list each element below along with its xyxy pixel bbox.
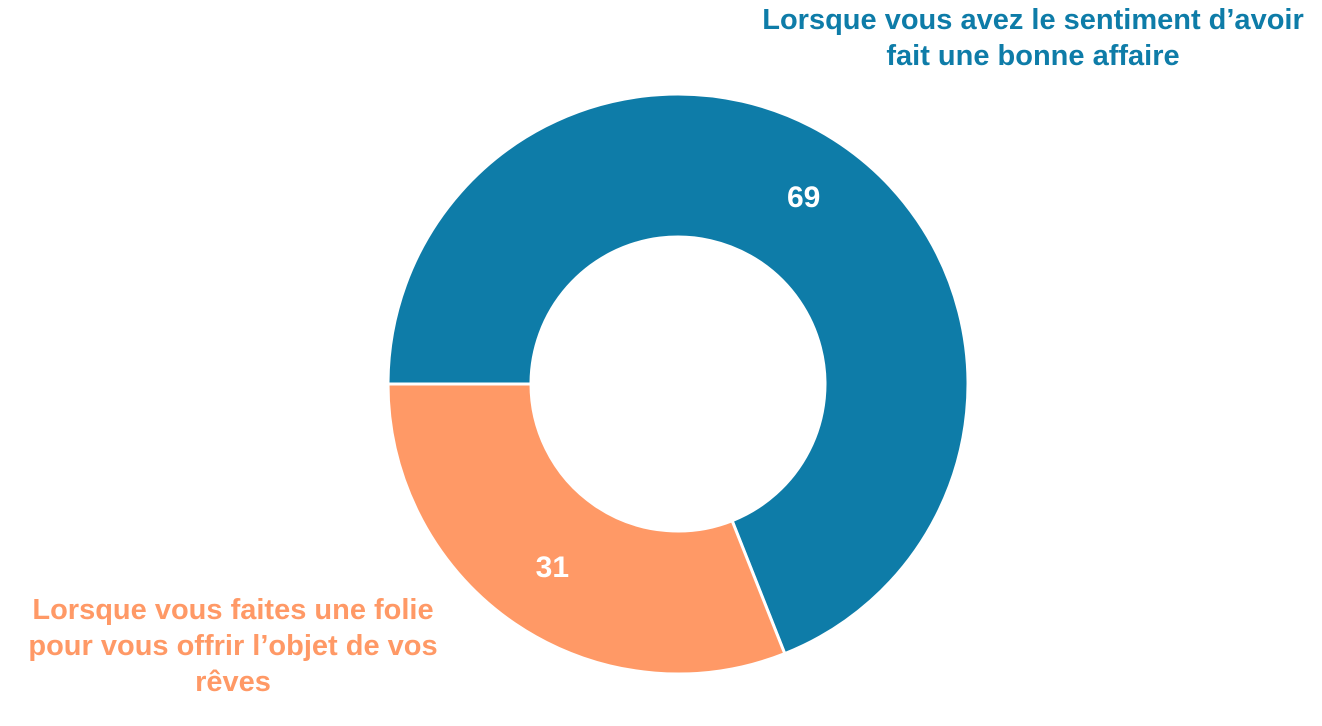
- data-label: 31: [536, 551, 569, 584]
- category-label: Lorsque vous avez le sentiment d’avoir f…: [762, 4, 1304, 72]
- data-label: 69: [787, 181, 820, 214]
- donut-slice: [386, 382, 787, 676]
- category-label: Lorsque vous faites une folie pour vous …: [28, 594, 438, 698]
- donut-slice: [386, 92, 970, 656]
